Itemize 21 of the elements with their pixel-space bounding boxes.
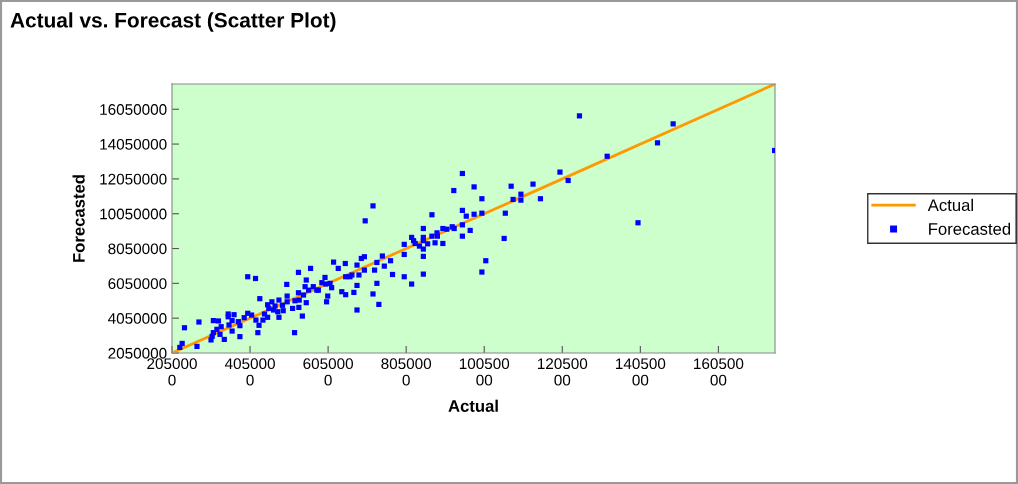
x-tick-label: 100500 00 xyxy=(459,358,510,386)
y-tick-label: 12050000 xyxy=(100,173,167,185)
y-tick-label: 4050000 xyxy=(108,313,167,324)
legend-label: Actual xyxy=(927,198,973,212)
x-tick-label: 160500 00 xyxy=(694,358,744,386)
y-tick-label: 10050000 xyxy=(100,208,167,220)
x-tick-label: 805000 0 xyxy=(381,358,432,386)
y-tick-label: 2050000 xyxy=(108,347,167,359)
y-tick-label: 8050000 xyxy=(108,243,167,255)
x-tick-label: 605000 0 xyxy=(303,358,354,386)
x-tick-label: 120500 00 xyxy=(537,358,588,386)
y-tick-label: 6050000 xyxy=(108,278,167,290)
chart-title: Actual vs. Forecast (Scatter Plot) xyxy=(10,12,336,32)
y-tick-label: 16050000 xyxy=(100,104,167,115)
legend-label: Forecasted xyxy=(929,222,1011,235)
x-tick-label: 140500 00 xyxy=(616,358,666,386)
y-tick-label: 14050000 xyxy=(100,138,167,150)
x-tick-label: 205000 0 xyxy=(147,358,197,386)
x-axis-title: Actual xyxy=(448,399,498,412)
y-axis-title: Forecasted xyxy=(72,175,85,262)
x-tick-label: 405000 0 xyxy=(224,358,275,386)
